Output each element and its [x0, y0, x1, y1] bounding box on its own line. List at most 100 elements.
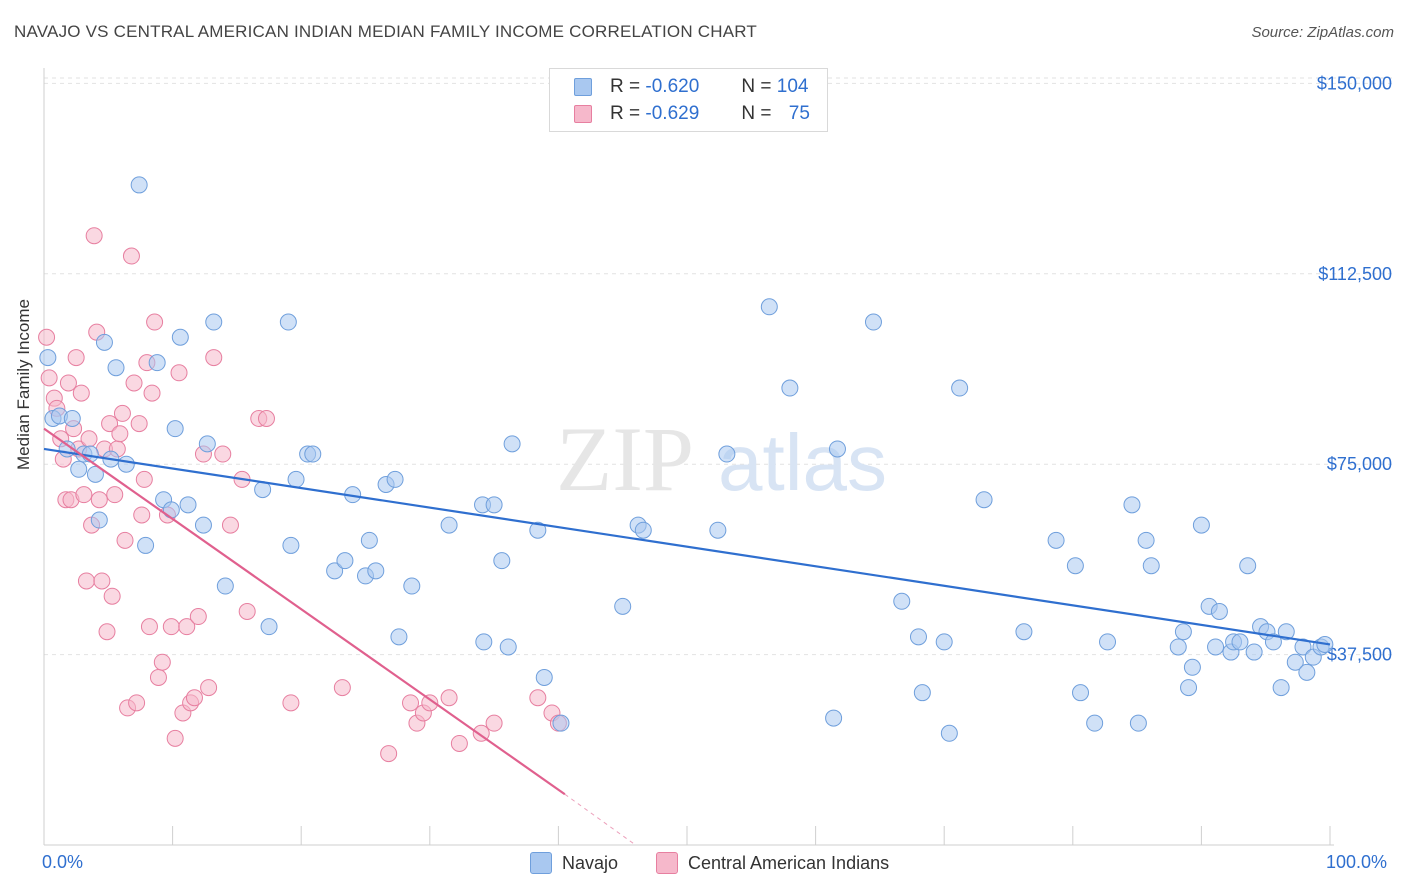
navajo-point [171, 328, 189, 346]
cai-point [103, 587, 121, 605]
navajo-point [913, 684, 931, 702]
y-tick-label: $75,000 [1327, 454, 1392, 474]
navajo-point [1129, 714, 1147, 732]
navajo-trend-line [43, 447, 1331, 646]
navajo-point [194, 516, 212, 534]
y-tick-labels: $37,500 $75,000 $112,500 $150,000 [1317, 73, 1392, 664]
navajo-point [825, 709, 843, 727]
cai-point [185, 689, 203, 707]
cai-point [40, 369, 58, 387]
y-axis-label: Median Family Income [14, 298, 33, 470]
navajo-point [166, 420, 184, 438]
cai-point [149, 668, 167, 686]
navajo-point [1294, 638, 1312, 656]
navajo-point [1207, 638, 1225, 656]
cai-point [130, 415, 148, 433]
navajo-point [935, 633, 953, 651]
navajo-point [282, 536, 300, 554]
navajo-point [940, 724, 958, 742]
cai-point [402, 694, 420, 712]
navajo-point [1231, 633, 1249, 651]
legend-row-navajo: R = -0.620 N = 104 [574, 76, 808, 98]
navajo-point [614, 597, 632, 615]
cai-point [59, 374, 77, 392]
navajo-point [1015, 623, 1033, 641]
legend-label: Central American Indians [688, 852, 890, 873]
cai-point [140, 618, 158, 636]
navajo-points [39, 176, 1334, 742]
cai-point [162, 618, 180, 636]
navajo-point [162, 501, 180, 519]
cai-point [238, 602, 256, 620]
navajo-point [367, 562, 385, 580]
navajo-point [70, 460, 88, 478]
cai-point [113, 404, 131, 422]
cai-point [111, 425, 129, 443]
navajo-point [1277, 623, 1295, 641]
legend-item-navajo[interactable]: Navajo [530, 852, 618, 874]
cai-point [135, 470, 153, 488]
x-tick-min: 0.0% [42, 852, 84, 872]
navajo-point [781, 379, 799, 397]
navajo-point [1137, 531, 1155, 549]
y-tick-label: $112,500 [1318, 264, 1392, 284]
n-value: 75 [788, 103, 810, 124]
navajo-point [279, 313, 297, 331]
cai-point [380, 745, 398, 763]
navajo-point [760, 298, 778, 316]
r-label: R = [610, 76, 641, 97]
n-value: 104 [776, 76, 809, 97]
correlation-legend: R = -0.620 N = 104 R = -0.629 N = 75 [549, 68, 828, 132]
navajo-point [1210, 602, 1228, 620]
source-label: Source: ZipAtlas.com [1251, 24, 1394, 41]
legend-item-cai[interactable]: Central American Indians [656, 852, 889, 874]
navajo-point [1183, 658, 1201, 676]
navajo-point [709, 521, 727, 539]
cai-point [106, 486, 124, 504]
navajo-point [1169, 638, 1187, 656]
n-label: N = [741, 103, 772, 124]
cai-swatch [656, 852, 678, 874]
cai-point [93, 572, 111, 590]
cai-trend-line [43, 427, 566, 796]
trend-lines [43, 427, 1331, 846]
navajo-point [975, 491, 993, 509]
cai-point [67, 349, 85, 367]
cai-point [214, 445, 232, 463]
navajo-point [475, 633, 493, 651]
navajo-point [403, 577, 421, 595]
cai-point [153, 653, 171, 671]
navajo-point [1180, 679, 1198, 697]
cai-point [166, 729, 184, 747]
gridlines [44, 77, 1394, 656]
navajo-point [499, 638, 517, 656]
cai-point [529, 689, 547, 707]
navajo-point [63, 409, 81, 427]
navajo-point [893, 592, 911, 610]
navajo-point [39, 349, 57, 367]
navajo-point [440, 516, 458, 534]
navajo-point [304, 445, 322, 463]
watermark-atlas: atlas [718, 418, 887, 507]
navajo-point [1264, 633, 1282, 651]
x-tick-max: 100.0% [1326, 852, 1388, 872]
axes [43, 68, 1334, 846]
watermark-zip: ZIP [556, 408, 694, 510]
cai-point [143, 384, 161, 402]
navajo-point [117, 455, 135, 473]
cai-point [178, 618, 196, 636]
navajo-point [1245, 643, 1263, 661]
cai-point [146, 313, 164, 331]
navajo-point [86, 465, 104, 483]
navajo-point [1123, 496, 1141, 514]
r-label: R = [610, 103, 641, 124]
navajo-point [485, 496, 503, 514]
navajo-point [493, 552, 511, 570]
navajo-point [179, 496, 197, 514]
cai-point [80, 430, 98, 448]
legend-row-cai: R = -0.629 N = 75 [574, 103, 810, 125]
cai-point [128, 694, 146, 712]
cai-point [221, 516, 239, 534]
navajo-swatch [574, 78, 592, 96]
